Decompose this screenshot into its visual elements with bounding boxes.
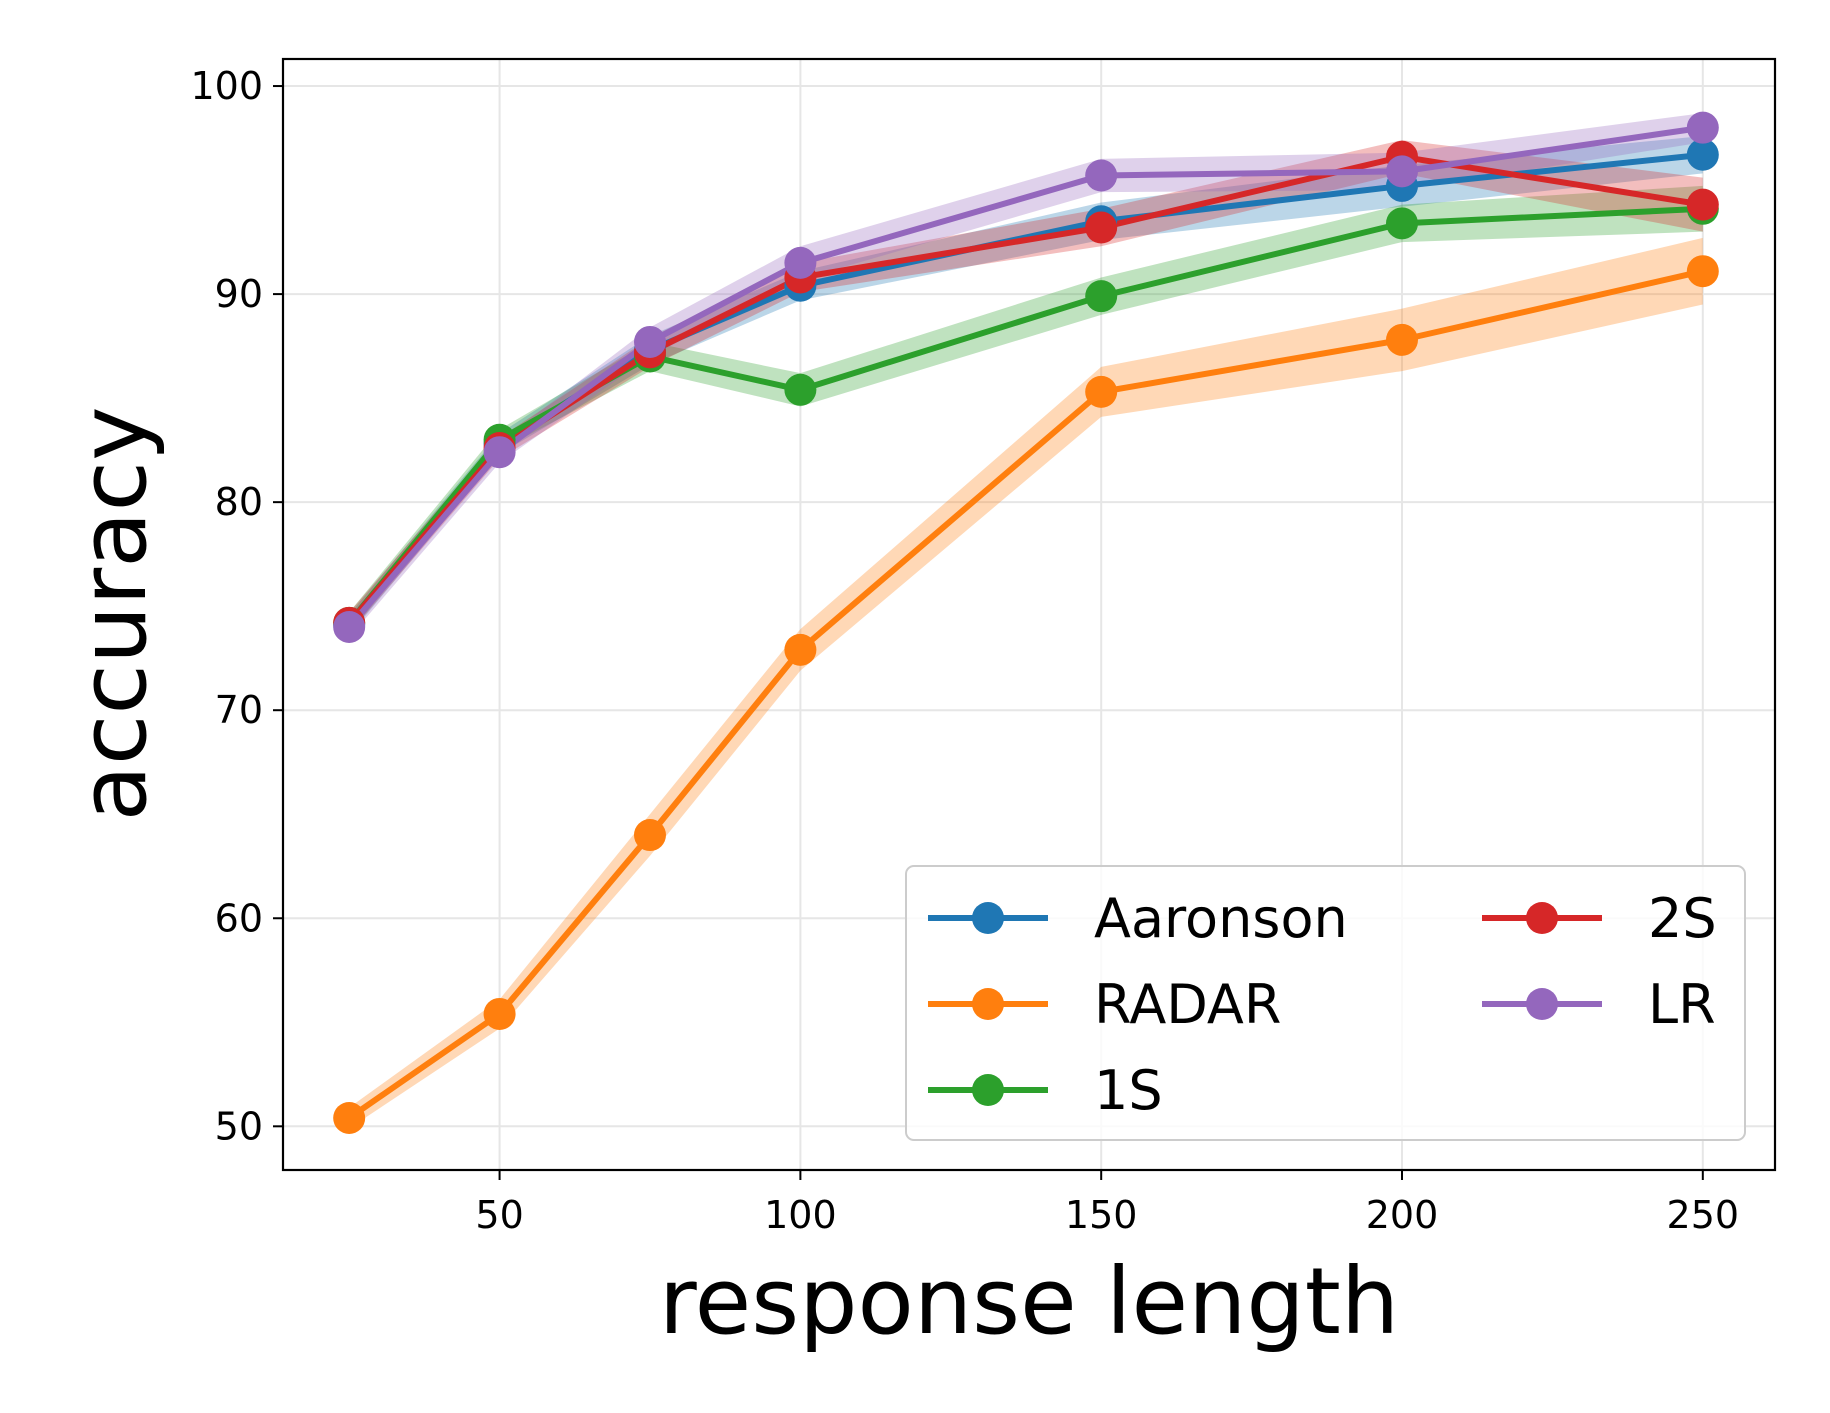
- point-radar: [1686, 255, 1719, 288]
- point-2s: [1686, 188, 1719, 221]
- legend-item-aaronson: Aaronson: [928, 887, 1348, 950]
- legend-label: Aaronson: [1094, 887, 1348, 950]
- legend-item-lr: LR: [1482, 973, 1716, 1036]
- point-2s: [1085, 211, 1118, 244]
- legend-item-radar: RADAR: [928, 973, 1281, 1036]
- x-tick-label: 50: [475, 1193, 523, 1237]
- legend-label: LR: [1648, 973, 1716, 1036]
- legend-frame: [905, 865, 1746, 1141]
- band-1s: [349, 185, 1703, 634]
- point-lr: [784, 246, 817, 279]
- legend: Aaronson RADAR 1S 2S LR: [905, 865, 1746, 1141]
- point-lr: [1386, 155, 1418, 188]
- point-lr: [1686, 111, 1719, 144]
- plot-frame: [281, 57, 1777, 1172]
- point-1s: [1386, 207, 1418, 240]
- legend-label: 2S: [1648, 887, 1717, 950]
- legend-marker: [972, 1074, 1004, 1106]
- legend-marker: [972, 902, 1004, 934]
- point-1s: [784, 373, 817, 406]
- legend-marker: [1526, 988, 1558, 1020]
- x-axis-title: response length: [659, 1248, 1399, 1355]
- point-radar: [1085, 375, 1118, 408]
- legend-marker: [972, 988, 1004, 1020]
- legend-label: RADAR: [1094, 973, 1281, 1036]
- point-radar: [333, 1101, 366, 1134]
- legend-item-2s: 2S: [1482, 887, 1717, 950]
- y-axis-title: accuracy: [60, 406, 167, 821]
- y-tick-label: 50: [215, 1104, 263, 1148]
- point-lr: [1085, 159, 1118, 192]
- point-lr: [633, 325, 666, 358]
- point-radar: [784, 633, 817, 666]
- y-tick-label: 100: [190, 64, 263, 108]
- point-1s: [1085, 280, 1118, 313]
- legend-marker: [1526, 902, 1558, 934]
- point-lr: [483, 436, 516, 469]
- x-tick-label: 250: [1667, 1193, 1740, 1237]
- point-lr: [333, 610, 366, 643]
- point-radar: [483, 997, 516, 1030]
- x-tick-label: 200: [1366, 1193, 1439, 1237]
- point-radar: [1386, 323, 1418, 356]
- series-markers: [333, 111, 1719, 1134]
- axis-ticks: 50 100 150 200 250 50 60 70 80 90 100: [190, 64, 1739, 1237]
- y-tick-label: 60: [215, 896, 263, 940]
- x-tick-label: 150: [1065, 1193, 1138, 1237]
- y-tick-label: 90: [215, 272, 263, 316]
- legend-label: 1S: [1094, 1059, 1163, 1122]
- point-radar: [633, 819, 666, 852]
- y-tick-label: 70: [215, 688, 263, 732]
- legend-item-1s: 1S: [928, 1059, 1163, 1122]
- band-radar: [349, 237, 1703, 1129]
- point-aaronson: [1686, 138, 1719, 171]
- x-tick-label: 100: [764, 1193, 837, 1237]
- y-tick-label: 80: [215, 480, 263, 524]
